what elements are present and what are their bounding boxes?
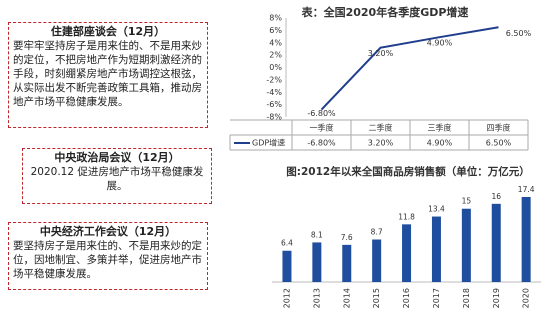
table-cell: 6.50% [486,139,512,148]
x-tick-label: 2017 [432,288,441,308]
y-tick-label: 0% [269,63,282,72]
x-tick-label: 2016 [402,288,411,308]
y-tick-label: -4% [266,88,282,97]
data-label: 11.8 [398,212,415,221]
data-label: 16 [491,192,501,201]
data-label: 15 [462,197,472,206]
note-box: 住建部座谈会（12月） 要牢牢坚持房子是用来住的、不是用来炒的定位，不把房地产作… [8,22,208,128]
table-cell: 4.90% [427,139,453,148]
x-tick-label: 四季度 [487,123,511,133]
chart-title: 图:2012年以来全国商品房销售额（单位：万亿元） [286,165,529,178]
data-label: 17.4 [518,185,535,194]
note-title: 住建部座谈会（12月） [50,25,166,38]
bar [282,250,292,282]
x-tick-label: 一季度 [310,123,334,133]
data-label: 4.90% [427,39,453,48]
data-label: 6.4 [281,239,293,248]
note-body: 要坚持房子是用来住的、不是用来炒的定位，因地制宜、多策并举，促进房地产市场平稳健… [13,240,202,280]
x-tick-label: 三季度 [428,123,452,133]
note-body: 2020.12 促进房地产市场平稳健康发展。 [30,166,204,192]
x-tick-label: 二季度 [369,123,393,133]
x-tick-label: 2014 [342,288,351,308]
y-tick-label: 2% [269,51,282,60]
x-tick-label: 2015 [372,288,381,308]
bar [491,203,501,282]
bar [431,216,441,282]
data-label: 7.6 [341,233,353,242]
bar [342,244,352,282]
x-tick-label: 2020 [522,288,531,308]
bar [402,224,412,282]
data-label: 8.1 [311,230,323,239]
y-tick-label: -2% [266,75,282,84]
note-title: 中央经济工作会议（12月） [39,225,177,238]
data-label: 3.20% [368,49,394,58]
note-box: 中央政治局会议（12月） 2020.12 促进房地产市场平稳健康发展。 [22,148,212,204]
chart-title: 表：全国2020年各季度GDP增速 [301,5,469,19]
legend-label: GDP增速 [252,138,285,148]
table-cell: -6.80% [307,139,336,148]
bar [312,242,322,282]
bar [372,239,382,282]
x-tick-label: 2019 [492,288,501,308]
data-label: -6.80% [307,109,336,118]
note-title: 中央政治局会议（12月） [54,151,180,164]
x-tick-label: 2012 [282,288,291,308]
data-label: 8.7 [371,228,383,237]
bar [521,197,531,282]
y-tick-label: -8% [266,113,282,122]
y-tick-label: 6% [269,26,282,35]
note-body: 要牢牢坚持房子是用来住的、不是用来炒的定位，不把房地产作为短期刺激经济的手段，时… [13,40,202,108]
data-label: 13.4 [428,205,445,214]
x-tick-label: 2013 [312,288,321,308]
bar [461,208,471,282]
y-tick-label: -6% [266,100,282,109]
line-series [320,26,499,111]
note-box: 中央经济工作会议（12月） 要坚持房子是用来住的、不是用来炒的定位，因地制宜、多… [8,222,208,290]
y-tick-label: 8% [269,14,282,23]
table-cell: 3.20% [368,139,394,148]
y-tick-label: 4% [269,38,282,47]
data-label: 6.50% [506,29,532,38]
x-tick-label: 2018 [462,288,471,308]
